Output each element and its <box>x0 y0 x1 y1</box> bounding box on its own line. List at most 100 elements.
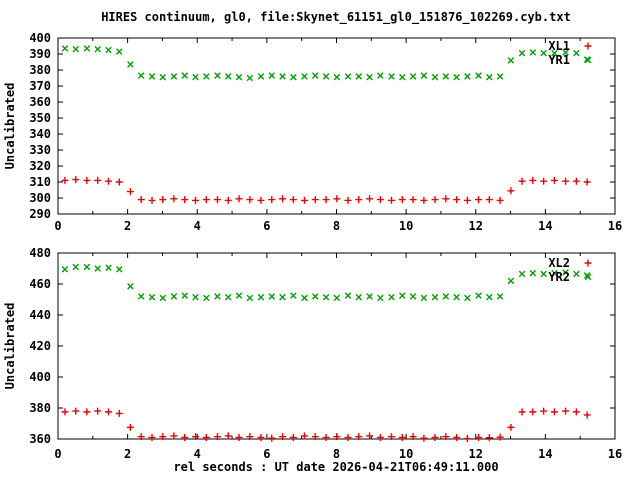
series-YR2 <box>61 263 591 302</box>
data-point <box>333 195 341 203</box>
data-point <box>562 177 570 185</box>
data-point <box>431 73 439 81</box>
data-point <box>583 178 591 186</box>
x-tick-label: 6 <box>263 447 270 461</box>
x-tick-label: 16 <box>608 219 622 233</box>
data-point <box>246 196 254 204</box>
data-point <box>540 177 548 185</box>
data-point <box>72 176 80 184</box>
data-point <box>203 73 210 80</box>
series-XL2 <box>61 407 591 443</box>
data-point <box>311 196 319 204</box>
data-point <box>333 73 341 81</box>
data-point <box>159 196 167 204</box>
data-point <box>214 72 221 79</box>
data-point <box>453 293 460 301</box>
data-point <box>420 72 428 79</box>
data-point <box>170 432 178 440</box>
data-point <box>355 73 363 80</box>
data-point <box>235 195 243 203</box>
data-point <box>61 45 69 52</box>
data-point <box>290 73 297 81</box>
data-point <box>170 195 178 203</box>
data-point <box>344 292 352 299</box>
data-point <box>572 408 580 416</box>
data-point <box>551 49 558 57</box>
data-point <box>420 196 428 204</box>
data-point <box>518 408 526 416</box>
data-point <box>268 196 276 204</box>
y-axis-label-top: Uncalibrated <box>3 83 17 170</box>
data-point <box>420 434 428 442</box>
x-tick-label: 6 <box>263 219 270 233</box>
data-point <box>301 294 308 302</box>
data-point <box>409 73 417 80</box>
data-point <box>192 433 200 441</box>
data-point <box>126 423 134 431</box>
data-point <box>485 196 493 204</box>
data-point <box>246 74 254 82</box>
data-point <box>388 433 396 441</box>
data-point <box>562 49 569 56</box>
data-point <box>366 195 374 203</box>
data-point <box>518 49 526 57</box>
data-point <box>366 293 373 300</box>
data-point <box>311 72 319 79</box>
data-point <box>398 196 406 204</box>
data-point <box>181 292 189 299</box>
data-point <box>127 61 134 68</box>
data-point <box>224 196 232 204</box>
x-tick-label: 8 <box>333 447 340 461</box>
chart-title: HIRES continuum, gl0, file:Skynet_61151_… <box>101 10 571 25</box>
data-point <box>409 196 417 204</box>
data-point <box>322 293 330 301</box>
y-tick-label: 480 <box>29 246 51 260</box>
data-point <box>181 72 189 79</box>
data-point <box>126 188 134 196</box>
data-point <box>268 72 276 79</box>
x-tick-label: 10 <box>399 447 413 461</box>
x-tick-label: 0 <box>54 219 61 233</box>
data-point <box>115 178 123 186</box>
data-point <box>61 265 69 273</box>
data-point <box>181 433 189 441</box>
data-point <box>115 48 123 55</box>
y-tick-label: 440 <box>29 308 51 322</box>
data-point <box>202 433 210 441</box>
y-tick-label: 360 <box>29 95 51 109</box>
data-point <box>94 45 101 53</box>
data-point <box>355 433 363 441</box>
data-point <box>551 269 558 277</box>
y-tick-label: 370 <box>29 79 51 93</box>
data-point <box>529 269 537 277</box>
data-point <box>279 293 286 301</box>
data-point <box>137 293 145 300</box>
data-point <box>257 196 265 204</box>
data-point <box>496 293 504 300</box>
data-point <box>398 433 406 441</box>
legend-marker <box>584 259 592 267</box>
data-point <box>344 196 352 204</box>
data-point <box>409 433 417 441</box>
y-tick-label: 420 <box>29 339 51 353</box>
data-point <box>170 293 178 300</box>
data-point <box>72 263 80 271</box>
data-point <box>159 294 167 302</box>
data-point <box>453 433 461 441</box>
data-point <box>235 73 243 81</box>
plot-frame <box>57 37 616 215</box>
data-point <box>540 407 548 415</box>
data-point <box>213 433 221 441</box>
y-tick-label: 400 <box>29 31 51 45</box>
x-tick-label: 4 <box>194 447 201 461</box>
x-axis-label: rel seconds : UT date 2026-04-21T06:49:1… <box>173 460 498 474</box>
data-point <box>431 196 439 204</box>
data-point <box>137 72 145 79</box>
data-point <box>540 49 547 57</box>
legend-label: XL2 <box>548 256 570 270</box>
data-point <box>453 73 460 81</box>
x-tick-label: 2 <box>124 447 131 461</box>
data-point <box>377 294 384 302</box>
